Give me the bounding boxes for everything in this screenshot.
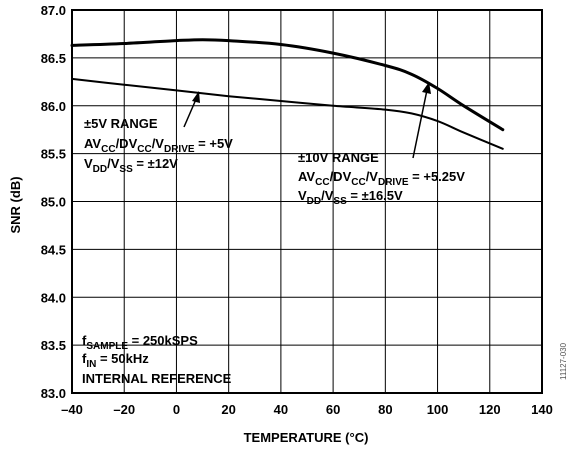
- y-tick-label: 83.0: [41, 386, 66, 401]
- x-tick-label: 140: [531, 402, 553, 417]
- annotation-5v-rails: VDD/VSS = ±12V: [84, 156, 178, 175]
- annotation-arrows: [183, 82, 431, 159]
- series-line-5v-range: [71, 77, 504, 150]
- figure-id: 11127-030: [559, 342, 568, 380]
- x-tick-label: 100: [427, 402, 449, 417]
- annotation-10v-title: ±10V RANGE: [298, 150, 379, 165]
- x-tick-label: 40: [274, 402, 288, 417]
- y-tick-label: 87.0: [41, 3, 66, 18]
- y-tick-label: 85.5: [41, 147, 66, 162]
- annotation-10v-supply: AVCC/DVCC/VDRIVE = +5.25V: [298, 169, 465, 188]
- annotation-5v-title: ±5V RANGE: [84, 116, 158, 131]
- plot-frame: [71, 9, 543, 394]
- x-tick-label: 60: [326, 402, 340, 417]
- y-tick-label: 84.5: [41, 242, 66, 257]
- x-tick-label: –20: [113, 402, 135, 417]
- annotation-5v-range: ±5V RANGE AVCC/DVCC/VDRIVE = +5V VDD/VSS…: [84, 116, 233, 175]
- y-axis-title: SNR (dB): [8, 176, 23, 233]
- y-tick-label: 84.0: [41, 290, 66, 305]
- x-tick-label: –40: [61, 402, 83, 417]
- annotation-reference: INTERNAL REFERENCE: [82, 371, 232, 386]
- y-tick-label: 86.5: [41, 51, 66, 66]
- annotation-conditions: fSAMPLE = 250kSPS fIN = 50kHz INTERNAL R…: [82, 333, 232, 386]
- arrow-5v-shaft: [183, 96, 198, 128]
- x-tick-label: 120: [479, 402, 501, 417]
- x-tick-label: 20: [221, 402, 235, 417]
- annotation-sample-rate: fSAMPLE = 250kSPS: [82, 333, 198, 352]
- x-axis-title: TEMPERATURE (°C): [244, 430, 369, 445]
- annotation-10v-rails: VDD/VSS = ±16.5V: [298, 188, 403, 207]
- arrow-5v-head: [192, 91, 200, 103]
- annotation-10v-range: ±10V RANGE AVCC/DVCC/VDRIVE = +5.25V VDD…: [298, 150, 465, 207]
- annotation-input-frequency: fIN = 50kHz: [82, 351, 149, 370]
- y-tick-label: 83.5: [41, 338, 66, 353]
- x-tick-label: 0: [173, 402, 180, 417]
- annotation-5v-supply: AVCC/DVCC/VDRIVE = +5V: [84, 136, 233, 155]
- tick-labels: –40 –20 0 20 40 60 80 100 120 140 83.0 83.5 84.0 84.5…: [41, 3, 553, 417]
- arrow-10v-shaft: [412, 89, 428, 159]
- series-lines: [70, 38, 505, 150]
- x-tick-label: 80: [378, 402, 392, 417]
- series-line-10v-range: [70, 38, 505, 132]
- y-tick-label: 85.0: [41, 195, 66, 210]
- y-tick-label: 86.0: [41, 99, 66, 114]
- arrow-10v-head: [422, 82, 431, 94]
